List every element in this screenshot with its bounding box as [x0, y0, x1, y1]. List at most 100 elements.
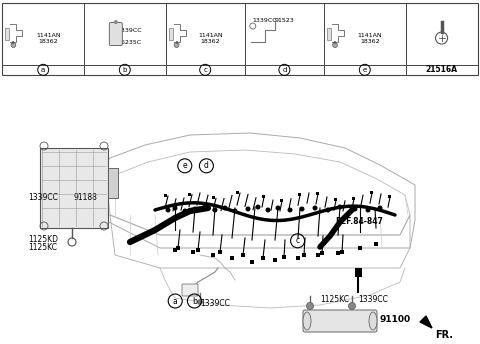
Text: 1339CC: 1339CC: [28, 193, 58, 203]
Text: a: a: [41, 67, 45, 73]
Circle shape: [276, 205, 280, 211]
Text: 1339CC: 1339CC: [358, 295, 388, 304]
Circle shape: [325, 207, 331, 213]
Circle shape: [114, 20, 118, 24]
Bar: [282, 255, 286, 259]
Circle shape: [365, 207, 371, 213]
Bar: [370, 191, 373, 194]
Bar: [298, 193, 301, 196]
Bar: [352, 197, 355, 200]
Text: 91188: 91188: [74, 193, 98, 203]
Circle shape: [348, 302, 356, 310]
Circle shape: [11, 43, 16, 47]
Bar: [262, 195, 265, 198]
Bar: [211, 253, 215, 257]
Bar: [280, 199, 283, 202]
Circle shape: [192, 206, 197, 212]
Text: 1339CC: 1339CC: [200, 299, 230, 308]
Text: 96235C: 96235C: [118, 40, 142, 45]
Text: b: b: [192, 297, 197, 305]
Circle shape: [223, 205, 228, 211]
Text: 1125KC: 1125KC: [28, 244, 57, 252]
Bar: [230, 256, 234, 260]
Bar: [273, 258, 277, 262]
Text: 1141AN: 1141AN: [358, 33, 382, 37]
Circle shape: [337, 204, 343, 209]
Circle shape: [333, 43, 337, 47]
Text: 1339CC: 1339CC: [253, 18, 277, 23]
Bar: [188, 193, 191, 196]
FancyBboxPatch shape: [109, 23, 122, 45]
Circle shape: [377, 205, 383, 211]
Bar: [173, 248, 177, 252]
FancyBboxPatch shape: [182, 284, 198, 296]
Bar: [316, 192, 319, 195]
Text: e: e: [182, 161, 187, 170]
Text: 18362: 18362: [360, 39, 380, 44]
Circle shape: [174, 43, 179, 47]
Bar: [374, 242, 378, 246]
Bar: [40, 148, 108, 228]
Bar: [334, 198, 337, 201]
Circle shape: [255, 204, 261, 209]
Text: 1339CC: 1339CC: [118, 28, 142, 33]
Text: b: b: [122, 67, 127, 73]
Bar: [355, 268, 362, 277]
Bar: [236, 191, 239, 194]
Text: 1125KC: 1125KC: [320, 295, 349, 304]
Bar: [5, 28, 10, 40]
Bar: [218, 250, 222, 254]
Bar: [168, 28, 173, 40]
Text: c: c: [203, 67, 207, 73]
Circle shape: [288, 207, 292, 213]
Circle shape: [232, 208, 238, 214]
Circle shape: [197, 299, 203, 305]
Bar: [196, 248, 200, 252]
Text: REF.84-847: REF.84-847: [335, 217, 383, 226]
Bar: [164, 194, 167, 197]
Text: 1141AN: 1141AN: [198, 33, 223, 37]
Bar: [108, 168, 118, 198]
Ellipse shape: [369, 312, 377, 330]
Text: 21516A: 21516A: [426, 65, 457, 74]
Ellipse shape: [303, 312, 311, 330]
Text: e: e: [363, 67, 367, 73]
Bar: [336, 251, 340, 255]
Circle shape: [312, 205, 317, 211]
Text: c: c: [296, 236, 300, 245]
Bar: [296, 256, 300, 260]
Circle shape: [300, 206, 304, 212]
Text: d: d: [204, 161, 209, 170]
Circle shape: [203, 204, 207, 209]
Circle shape: [265, 207, 271, 213]
Circle shape: [352, 206, 358, 212]
Text: FR.: FR.: [435, 330, 453, 340]
Circle shape: [166, 207, 170, 213]
Text: 18362: 18362: [200, 39, 220, 44]
Circle shape: [182, 208, 188, 214]
Text: 91523: 91523: [275, 18, 295, 23]
Circle shape: [213, 207, 217, 213]
Bar: [316, 253, 320, 257]
Bar: [340, 250, 344, 254]
Text: 18362: 18362: [38, 39, 58, 44]
Bar: [261, 256, 265, 260]
Bar: [212, 196, 215, 200]
Bar: [320, 251, 324, 255]
Polygon shape: [420, 316, 432, 328]
Text: 91100: 91100: [380, 315, 411, 324]
FancyBboxPatch shape: [303, 310, 377, 332]
Bar: [358, 246, 362, 250]
Bar: [327, 28, 331, 40]
Text: d: d: [282, 67, 287, 73]
Bar: [302, 253, 306, 257]
Text: a: a: [173, 297, 178, 305]
Text: 1141AN: 1141AN: [36, 33, 60, 37]
Circle shape: [307, 302, 313, 310]
Bar: [2, 3, 478, 75]
Circle shape: [172, 205, 178, 211]
Bar: [388, 195, 391, 198]
Bar: [191, 250, 195, 254]
Bar: [176, 246, 180, 250]
Bar: [241, 253, 245, 257]
